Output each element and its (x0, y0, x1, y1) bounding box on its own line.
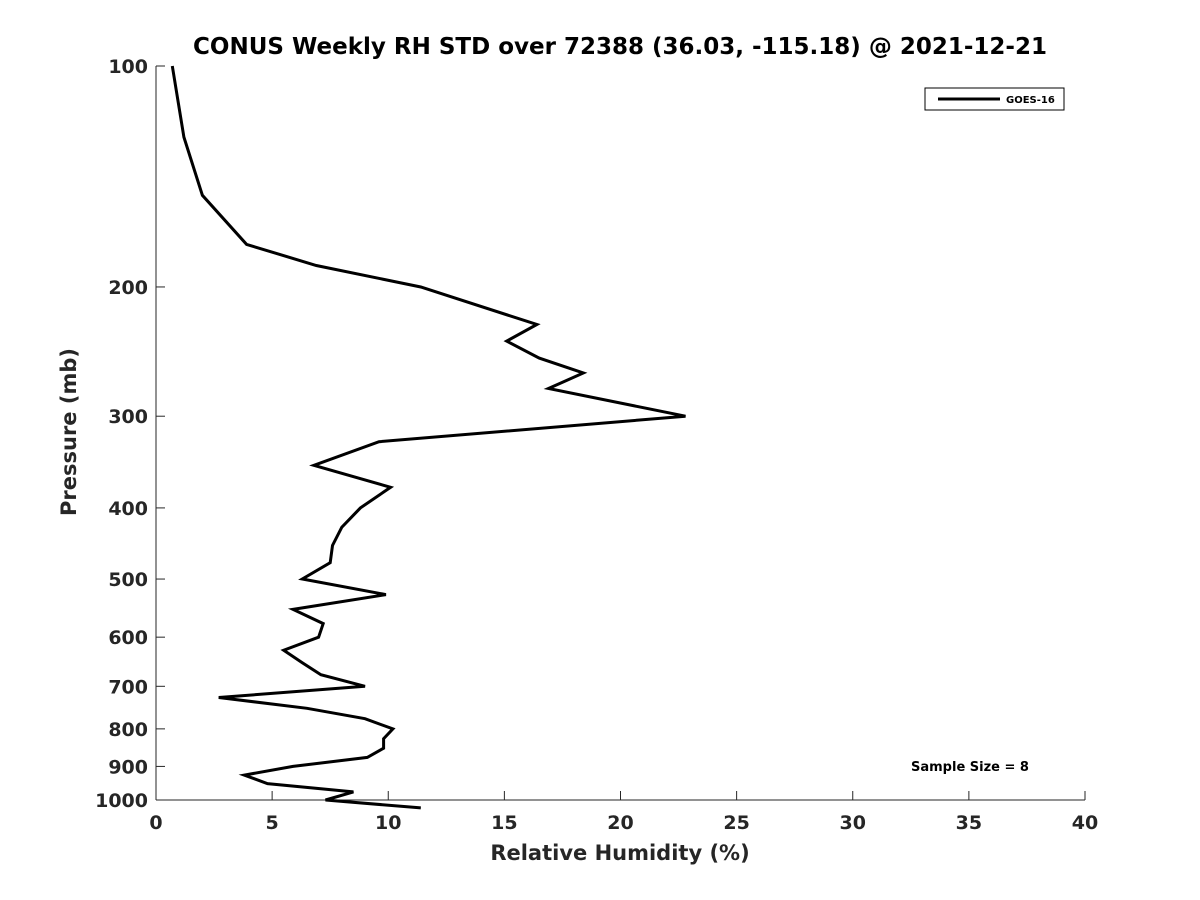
sample-size-annotation: Sample Size = 8 (911, 760, 1029, 775)
x-tick-label: 20 (607, 812, 633, 834)
y-tick-label: 500 (108, 569, 148, 591)
y-tick-label: 700 (108, 676, 148, 698)
series-layer (170, 65, 686, 810)
x-tick-label: 25 (723, 812, 749, 834)
y-tick-label: 100 (108, 56, 148, 78)
y-ticks: 100 200 300 400 500 600 700 800 900 1000 (95, 56, 165, 812)
x-ticks: 0 5 10 15 20 25 30 35 40 (149, 791, 1098, 834)
x-tick-label: 5 (266, 812, 279, 834)
series-line-goes-16 (170, 65, 686, 810)
y-tick-label: 400 (108, 498, 148, 520)
x-tick-label: 15 (491, 812, 517, 834)
chart-title: CONUS Weekly RH STD over 72388 (36.03, -… (193, 34, 1047, 60)
y-tick-label: 1000 (95, 790, 148, 812)
x-tick-label: 40 (1072, 812, 1098, 834)
x-axis-label: Relative Humidity (%) (490, 841, 749, 865)
legend: GOES-16 (924, 87, 1065, 111)
y-tick-label: 800 (108, 719, 148, 741)
x-tick-label: 35 (956, 812, 982, 834)
y-tick-label: 200 (108, 277, 148, 299)
legend-label-goes-16: GOES-16 (1006, 95, 1055, 106)
x-tick-label: 30 (840, 812, 866, 834)
x-tick-label: 10 (375, 812, 401, 834)
y-tick-label: 900 (108, 756, 148, 778)
y-tick-label: 300 (108, 406, 148, 428)
x-tick-label: 0 (149, 812, 162, 834)
y-axis-label: Pressure (mb) (57, 348, 81, 516)
y-tick-label: 600 (108, 627, 148, 649)
